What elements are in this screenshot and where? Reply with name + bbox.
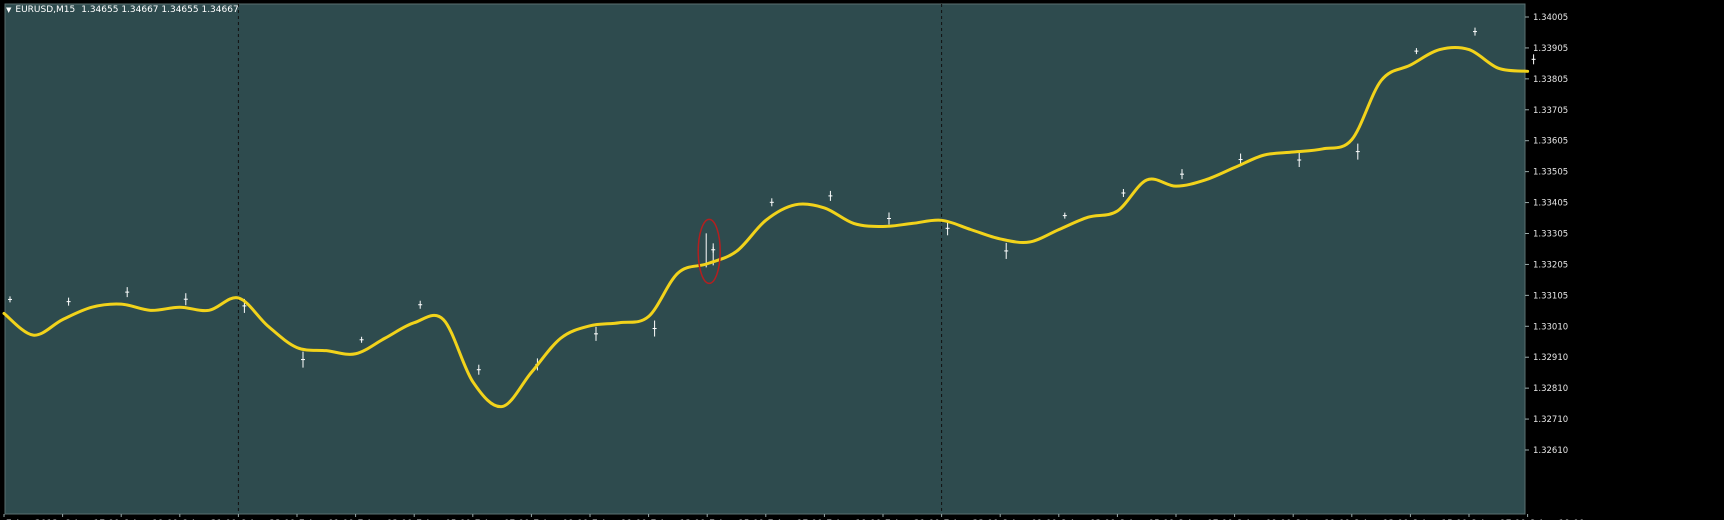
triangle-down-icon[interactable]: ▼ xyxy=(6,6,12,14)
price-label: 1.33905 xyxy=(1533,44,1568,54)
price-label: 1.32710 xyxy=(1533,415,1568,425)
price-label: 1.33805 xyxy=(1533,75,1568,85)
symbol-label: EURUSD,M15 xyxy=(15,5,76,15)
price-label: 1.33305 xyxy=(1533,230,1568,240)
price-label: 1.33205 xyxy=(1533,260,1568,270)
quote-values: 1.34655 1.34667 1.34655 1.34667 xyxy=(81,5,239,15)
moving-average-line xyxy=(2,45,1530,409)
price-label: 1.33605 xyxy=(1533,137,1568,147)
price-label: 1.32810 xyxy=(1533,384,1568,394)
price-label: 1.32910 xyxy=(1533,353,1568,363)
plot-area[interactable] xyxy=(4,3,1526,515)
chart-header: ▼ EURUSD,M15 1.34655 1.34667 1.34655 1.346… xyxy=(6,5,239,15)
price-label: 1.33105 xyxy=(1533,291,1568,301)
price-label: 1.32610 xyxy=(1533,446,1568,456)
price-label: 1.33010 xyxy=(1533,322,1568,332)
price-label: 1.33705 xyxy=(1533,106,1568,116)
highlight-ellipse xyxy=(697,218,721,285)
price-label: 1.33505 xyxy=(1533,168,1568,178)
time-axis[interactable]: 7 Aug 20136 Aug 17:006 Aug 19:006 Aug 21… xyxy=(3,514,1585,520)
price-label: 1.34005 xyxy=(1533,13,1568,23)
candles xyxy=(8,27,1536,375)
price-label: 1.33405 xyxy=(1533,199,1568,209)
period-separators xyxy=(237,4,943,514)
price-axis[interactable]: 1.34005 1.33905 1.33805 1.33705 1.33605 1.335… xyxy=(1525,13,1568,456)
